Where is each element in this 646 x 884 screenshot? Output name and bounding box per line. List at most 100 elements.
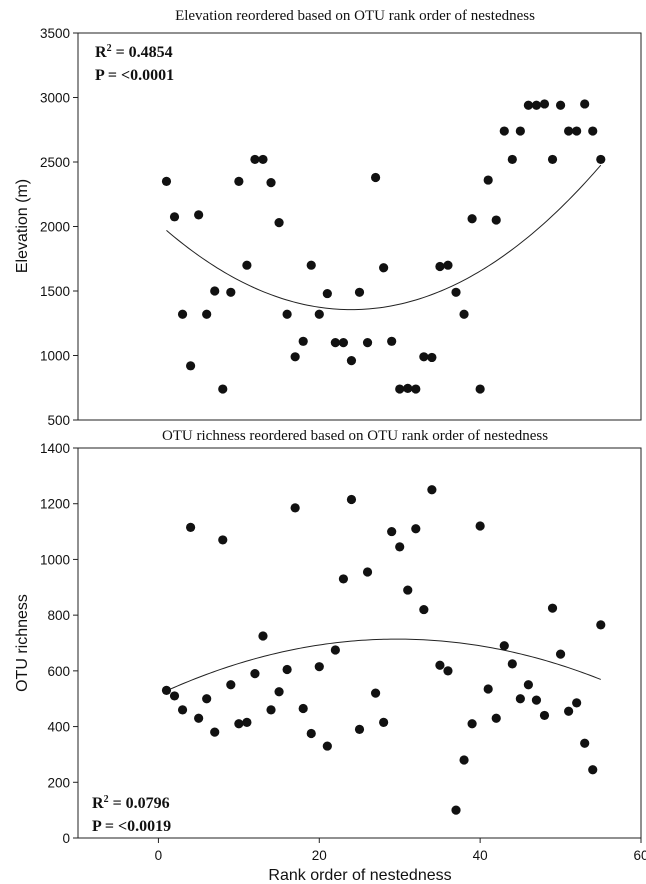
richness-data-point [226,680,236,690]
richness-data-point [322,741,332,751]
elevation-data-point [314,309,324,319]
richness-data-point [491,713,501,723]
x-axis-title: Rank order of nestedness [268,867,451,884]
elevation-data-point [491,215,501,225]
richness-data-point [507,659,517,669]
elevation-y-tick-label: 1500 [40,284,70,299]
elevation-data-point [459,309,469,319]
richness-data-point [242,717,252,727]
elevation-data-point [226,287,236,297]
elevation-points [161,99,606,394]
richness-plot-frame [77,447,642,839]
richness-data-point [403,585,413,595]
elevation-data-point [322,288,332,299]
richness-fit-layer [166,638,601,692]
elevation-data-point [588,126,598,136]
elevation-data-point [475,384,485,394]
richness-y-tick-label: 0 [62,831,70,846]
richness-data-point [580,738,590,748]
elevation-data-point [515,126,525,136]
elevation-data-point [202,309,212,319]
elevation-data-point [467,214,477,224]
richness-data-point [250,669,260,679]
richness-data-point [218,535,228,545]
elevation-data-point [580,99,590,109]
elevation-data-point [218,384,228,394]
richness-data-point [306,728,316,739]
richness-data-point [531,695,542,705]
richness-data-point [362,567,373,577]
elevation-panel-title: Elevation reordered based on OTU rank or… [175,8,535,24]
elevation-data-point [274,218,284,228]
richness-r2-label: R2 = 0.0796 [92,794,170,812]
elevation-plot-frame [77,32,642,421]
richness-data-point [499,641,509,651]
richness-data-point [346,494,357,505]
richness-y-tick-label: 400 [47,720,70,735]
elevation-data-point [161,176,172,186]
richness-fit-curve [166,638,601,692]
richness-data-point [161,685,172,695]
elevation-data-point [234,176,244,186]
elevation-data-point [555,100,566,110]
richness-data-point [330,645,340,655]
richness-data-point [523,680,534,690]
richness-y-tick-label: 600 [47,664,70,679]
richness-data-point [564,706,574,716]
elevation-data-point [435,261,445,272]
richness-x-tick-label: 40 [473,848,488,863]
elevation-data-point [451,287,461,297]
elevation-r2-label: R2 = 0.4854 [95,43,173,61]
richness-y-tick-label: 1200 [40,497,70,512]
richness-data-point [427,485,437,495]
elevation-data-point [346,356,357,366]
richness-data-point [459,755,469,765]
richness-data-point [596,620,606,630]
richness-data-point [177,705,188,715]
richness-data-point [467,719,477,729]
richness-data-point [290,503,300,513]
elevation-data-point [194,210,204,220]
richness-data-point [274,687,284,697]
richness-y-axis: 0 200 400 600 800 1000 1200 1400 [40,441,78,846]
richness-y-axis-title: OTU richness [14,594,31,692]
richness-data-point [419,604,429,615]
richness-data-point [443,666,453,676]
elevation-data-point [290,352,300,362]
richness-x-tick-label: 20 [312,848,327,863]
elevation-data-point [242,260,252,270]
elevation-data-point [186,361,196,371]
richness-data-point [282,664,292,675]
elevation-data-point [523,100,534,110]
elevation-data-point [210,286,220,296]
richness-panel-title: OTU richness reordered based on OTU rank… [162,428,548,444]
elevation-data-point [596,154,606,165]
elevation-data-point [177,309,188,319]
elevation-data-point [306,260,316,270]
elevation-p-value: P = <0.0001 [95,67,174,84]
elevation-fit-layer [166,164,602,311]
elevation-fit-curve [166,164,602,311]
elevation-y-tick-label: 3500 [40,26,70,41]
elevation-data-point [443,260,453,270]
elevation-data-point [362,338,373,348]
elevation-data-point [387,336,397,346]
richness-data-point [588,765,598,775]
richness-data-point [395,542,405,552]
richness-data-point [411,524,421,534]
richness-data-point [266,705,276,715]
richness-data-point [258,631,268,641]
richness-data-point [169,691,180,701]
richness-y-tick-label: 800 [47,608,70,623]
elevation-data-point [499,126,509,136]
elevation-data-point [258,154,268,165]
elevation-data-point [507,154,517,165]
elevation-y-axis-title: Elevation (m) [14,179,31,273]
elevation-data-point [427,352,437,363]
richness-data-point [298,703,308,714]
elevation-y-tick-label: 3000 [40,91,70,106]
richness-data-point [379,717,389,727]
elevation-data-point [250,154,260,165]
elevation-y-tick-label: 2000 [40,220,70,235]
